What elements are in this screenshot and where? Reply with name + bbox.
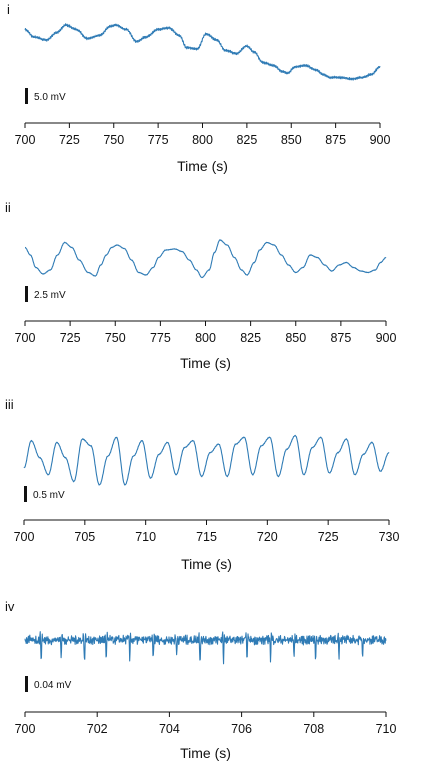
scale-bar-label: 2.5 mV — [34, 290, 66, 301]
panel-label: i — [7, 2, 10, 17]
x-tick-label: 725 — [59, 133, 80, 147]
x-tick-label: 750 — [103, 133, 124, 147]
x-tick-label: 700 — [15, 722, 36, 736]
x-tick-label: 702 — [87, 722, 108, 736]
series-line — [24, 239, 387, 279]
x-tick-label: 775 — [148, 133, 169, 147]
panel-i: i 5.0 mV 700 725 750 775 800 825 850 875 900 Time (… — [7, 2, 390, 174]
x-tick-label: 750 — [105, 331, 126, 345]
x-tick-label: 850 — [285, 331, 306, 345]
series-line — [24, 631, 387, 665]
x-tick-label: 715 — [196, 530, 217, 544]
panel-ii: ii 2.5 mV 700 725 750 775 800 825 850 875 900 Time … — [5, 200, 396, 371]
x-tick-label: 710 — [376, 722, 397, 736]
x-axis-title: Time (s) — [181, 556, 232, 572]
x-tick-label: 875 — [330, 331, 351, 345]
series-line — [24, 23, 381, 81]
scale-bar — [25, 88, 28, 104]
x-tick-label: 704 — [159, 722, 180, 736]
x-tick-label: 730 — [379, 530, 400, 544]
x-tick-label: 700 — [14, 530, 35, 544]
x-tick-label: 900 — [376, 331, 397, 345]
scale-bar-label: 0.5 mV — [33, 490, 65, 501]
x-tick-label: 725 — [60, 331, 81, 345]
series-line — [23, 434, 390, 486]
x-tick-label: 705 — [74, 530, 95, 544]
panel-label: iii — [5, 397, 14, 412]
x-tick-label: 706 — [231, 722, 252, 736]
x-axis-title: Time (s) — [180, 745, 231, 761]
x-tick-label: 825 — [236, 133, 257, 147]
x-tick-label: 708 — [303, 722, 324, 736]
x-axis-title: Time (s) — [180, 355, 231, 371]
x-tick-label: 775 — [150, 331, 171, 345]
panel-label: ii — [5, 200, 11, 215]
x-axis-title: Time (s) — [177, 158, 228, 174]
scale-bar — [25, 676, 28, 692]
x-tick-label: 825 — [240, 331, 261, 345]
scale-bar-label: 5.0 mV — [34, 92, 66, 103]
scale-bar — [25, 286, 28, 302]
x-tick-label: 800 — [192, 133, 213, 147]
panel-iii: iii 0.5 mV 700 705 710 715 720 725 730 Time (s) — [5, 397, 399, 572]
x-tick-label: 725 — [318, 530, 339, 544]
x-tick-label: 700 — [15, 133, 36, 147]
scale-bar-label: 0.04 mV — [34, 680, 72, 691]
scale-bar — [24, 486, 27, 502]
x-tick-label: 700 — [15, 331, 36, 345]
x-tick-label: 710 — [135, 530, 156, 544]
x-tick-label: 850 — [281, 133, 302, 147]
x-tick-label: 720 — [257, 530, 278, 544]
panel-label: iv — [5, 599, 15, 614]
x-tick-label: 900 — [370, 133, 391, 147]
x-tick-label: 800 — [195, 331, 216, 345]
x-tick-label: 875 — [325, 133, 346, 147]
panel-iv: iv 0.04 mV 700 702 704 706 708 710 Time (s) — [5, 599, 396, 761]
